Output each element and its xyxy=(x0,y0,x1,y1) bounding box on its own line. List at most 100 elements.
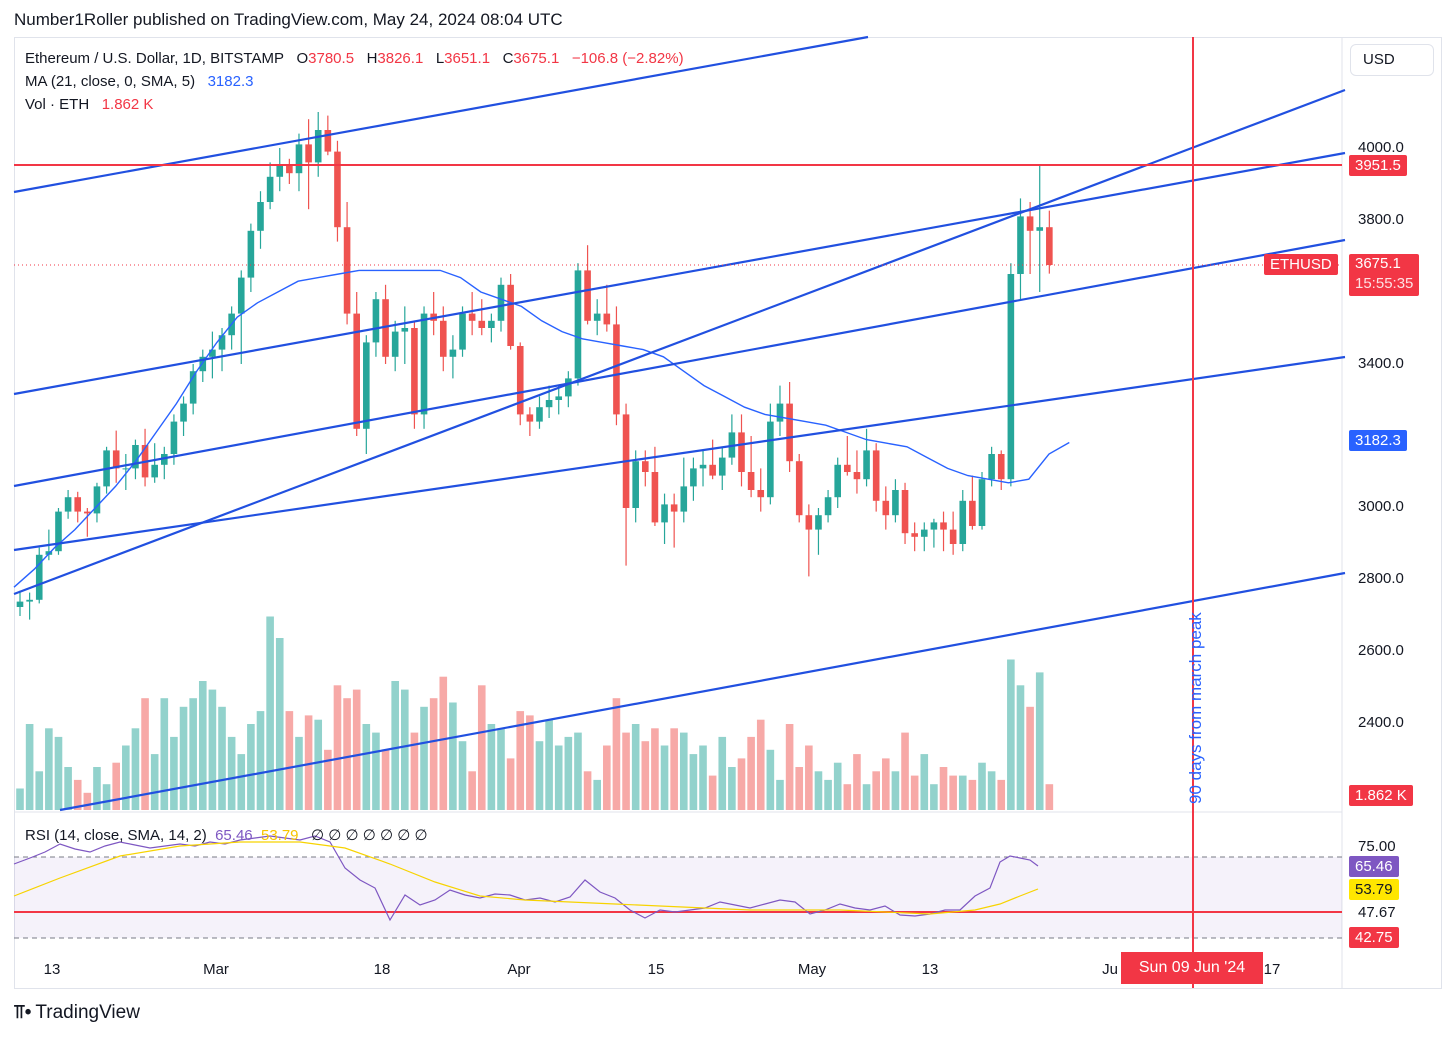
volume-bar xyxy=(843,784,852,810)
change-value: −106.8 (−2.82%) xyxy=(571,50,684,67)
candle-body xyxy=(1017,216,1024,274)
candle-body xyxy=(112,450,120,469)
candle-body xyxy=(84,511,91,514)
time-tick: 18 xyxy=(373,961,391,978)
candle xyxy=(343,202,351,325)
candle xyxy=(93,482,101,523)
candle xyxy=(382,284,389,364)
candle xyxy=(844,436,851,476)
volume-bar xyxy=(516,711,525,810)
ma-legend[interactable]: MA (21, close, 0, SMA, 5) 3182.3 xyxy=(25,73,253,90)
volume-bar xyxy=(256,711,265,810)
candle-body xyxy=(940,522,947,530)
volume-bars xyxy=(16,616,1054,810)
candle xyxy=(161,446,168,480)
candle xyxy=(536,396,543,429)
trendline-channel-lower[interactable] xyxy=(13,355,1346,552)
trendline-top[interactable] xyxy=(13,35,869,194)
candle-body xyxy=(305,144,312,163)
candle-body xyxy=(892,490,899,516)
rsi-lower-tag: 42.75 xyxy=(1349,927,1399,948)
volume-bar xyxy=(122,745,130,810)
resistance-price-tag: 3951.5 xyxy=(1349,155,1407,176)
volume-bar xyxy=(352,689,361,810)
candle-body xyxy=(901,490,909,534)
trendline-bottom[interactable] xyxy=(59,571,1346,812)
volume-bar xyxy=(776,779,784,810)
currency-button[interactable]: USD xyxy=(1350,44,1434,76)
volume-bar xyxy=(766,749,775,810)
candle xyxy=(574,263,582,386)
candle-body xyxy=(738,432,745,472)
candle xyxy=(815,508,822,555)
volume-bar xyxy=(805,745,813,810)
candle xyxy=(920,522,928,552)
candle-body xyxy=(132,445,139,469)
candle-body xyxy=(488,320,495,328)
candle-body xyxy=(834,464,841,498)
footer-brand[interactable]: ⫪• TradingView xyxy=(14,1002,140,1024)
volume-bar xyxy=(882,758,890,810)
volume-legend[interactable]: Vol · ETH 1.862 K xyxy=(25,96,153,113)
candle-body xyxy=(545,400,553,408)
candle-body xyxy=(64,497,72,512)
close-value: 3675.1 xyxy=(513,50,560,67)
volume-bar xyxy=(285,711,294,810)
candle-body xyxy=(257,202,264,231)
candle xyxy=(805,504,813,577)
candle xyxy=(141,428,149,487)
candle xyxy=(295,133,303,192)
annotation-text[interactable]: 90 days from march peak xyxy=(1186,612,1205,804)
trendline-channel-mid[interactable] xyxy=(13,238,1346,488)
volume-bar xyxy=(737,758,746,810)
volume-bar xyxy=(420,706,428,810)
trendline-channel-upper[interactable] xyxy=(13,151,1346,396)
candle xyxy=(132,439,139,480)
volume-bar xyxy=(535,741,544,810)
rsi-value-tag: 65.46 xyxy=(1349,856,1399,877)
candle xyxy=(786,382,793,472)
candle-body xyxy=(401,328,409,332)
volume-bar xyxy=(872,771,880,810)
candle xyxy=(632,450,639,523)
rsi-band xyxy=(14,857,1342,938)
trendlines[interactable] xyxy=(13,35,1346,812)
volume-bar xyxy=(574,732,582,810)
open-label: O xyxy=(296,50,309,67)
candle xyxy=(459,306,466,357)
volume-bar xyxy=(170,736,178,810)
candle xyxy=(1007,263,1015,487)
candle xyxy=(690,457,697,501)
volume-bar xyxy=(631,724,640,810)
candle-body xyxy=(574,270,582,379)
rsi-legend[interactable]: RSI (14, close, SMA, 14, 2) 65.46 53.79 … xyxy=(25,826,428,844)
candle xyxy=(776,385,784,436)
candle xyxy=(709,439,716,480)
candle-body xyxy=(314,130,322,163)
volume-bar xyxy=(54,736,63,810)
volume-bar xyxy=(372,732,380,810)
volume-bar xyxy=(891,771,900,810)
volume-bar xyxy=(304,715,313,810)
symbol-title: Ethereum / U.S. Dollar, 1D, BITSTAMP xyxy=(25,50,284,67)
volume-bar xyxy=(266,616,274,810)
candle xyxy=(882,486,890,530)
candle xyxy=(199,349,207,382)
candle xyxy=(863,428,870,487)
candle xyxy=(603,284,611,332)
candle xyxy=(84,508,91,537)
candle xyxy=(593,299,601,336)
candle xyxy=(151,443,158,483)
candle xyxy=(795,454,803,523)
candle xyxy=(26,592,33,620)
volume-bar xyxy=(987,771,996,810)
candle xyxy=(64,490,72,519)
volume-bar xyxy=(554,745,563,810)
trendline-steep[interactable] xyxy=(13,88,1346,596)
candle-body xyxy=(969,500,976,526)
candle xyxy=(420,306,428,429)
candle-body xyxy=(536,407,543,422)
candle-body xyxy=(555,396,563,400)
volume-bar xyxy=(112,762,120,810)
